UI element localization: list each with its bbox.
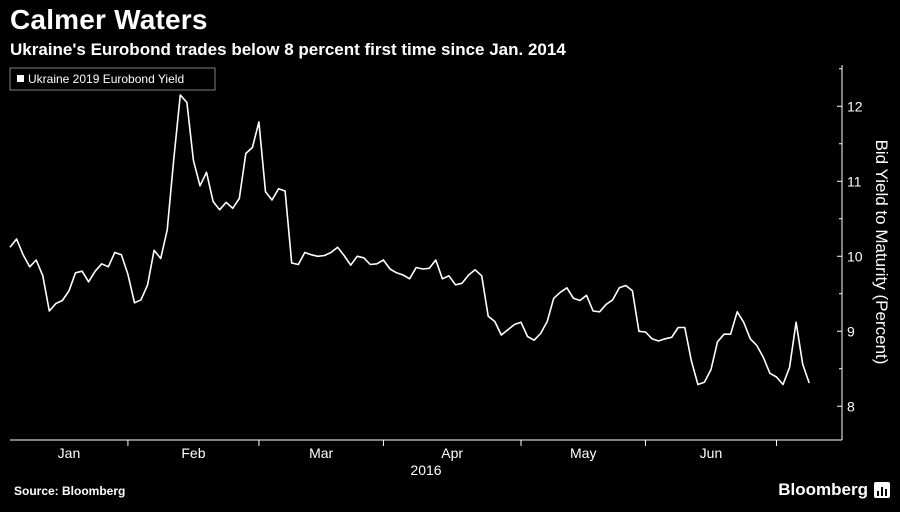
y-tick-label: 12 xyxy=(847,98,863,114)
legend: Ukraine 2019 Eurobond Yield xyxy=(9,67,216,91)
brand-logo: Bloomberg xyxy=(778,480,868,499)
legend-label: Ukraine 2019 Eurobond Yield xyxy=(28,72,184,86)
source-note: Source: Bloomberg xyxy=(14,484,126,498)
chart-subtitle: Ukraine's Eurobond trades below 8 percen… xyxy=(10,40,566,59)
chart-title: Calmer Waters xyxy=(10,4,208,35)
legend-box xyxy=(9,67,216,91)
x-tick-label-apr: Apr xyxy=(441,445,463,461)
x-axis-year-label: 2016 xyxy=(410,462,441,478)
bloomberg-chart-icon xyxy=(874,482,890,498)
y-tick-label: 10 xyxy=(847,248,863,264)
bar-chart-icon xyxy=(877,487,887,496)
x-tick-label-jan: Jan xyxy=(58,445,81,461)
legend-swatch xyxy=(17,75,24,82)
x-axis-ticks xyxy=(127,440,777,446)
series-line-ukraine-2019-eurobond-yield xyxy=(9,94,810,386)
y-axis-title: Bid Yield to Maturity (Percent) xyxy=(872,140,891,365)
y-tick-label: 9 xyxy=(847,323,855,339)
y-tick-label: 11 xyxy=(847,173,862,189)
x-tick-label-jun: Jun xyxy=(700,445,723,461)
x-axis-labels: Jan Feb Mar Apr May Jun xyxy=(58,445,723,461)
y-axis-ticks: 8 9 10 11 12 xyxy=(837,68,863,414)
x-tick-label-may: May xyxy=(570,445,596,461)
x-tick-label-mar: Mar xyxy=(309,445,333,461)
y-tick-label: 8 xyxy=(847,398,855,414)
x-tick-label-feb: Feb xyxy=(181,445,205,461)
